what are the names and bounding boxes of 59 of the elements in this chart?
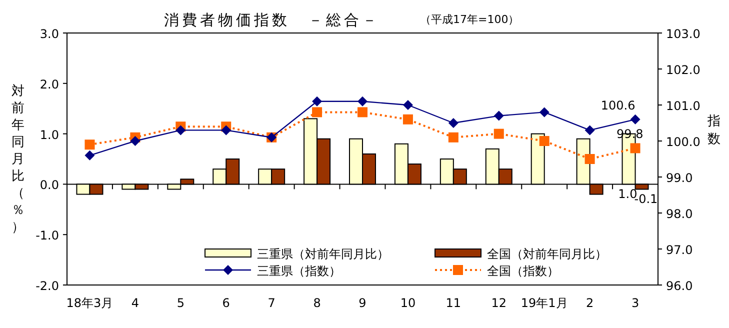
point — [584, 125, 595, 136]
point — [176, 125, 186, 136]
x-tick-label: 6 — [222, 296, 230, 310]
point — [630, 143, 640, 154]
y-tick-label: -2.0 — [36, 279, 59, 293]
point — [221, 125, 232, 136]
point — [448, 132, 458, 142]
point — [312, 96, 322, 106]
x-tick-label: 2 — [586, 296, 594, 310]
text: 対前年同月比（％） — [12, 84, 24, 235]
x-tick-label: 3 — [631, 296, 640, 310]
y-tick-label: 2.0 — [40, 77, 59, 92]
point — [358, 107, 368, 118]
x-tick-label: 9 — [358, 296, 366, 310]
point — [402, 100, 413, 110]
y2-tick-label: 103.0 — [666, 27, 700, 41]
y2-tick-label: 101.0 — [666, 99, 700, 113]
point — [358, 96, 368, 106]
point — [539, 136, 550, 146]
data-label: 1.0 — [618, 187, 638, 202]
legend-label: 全国（指数） — [487, 264, 559, 278]
point — [539, 107, 550, 118]
legend-label: 三重県（対前年同月比） — [257, 247, 389, 261]
y-tick-label: 1.0 — [40, 128, 59, 142]
x-tick-label: 12 — [491, 296, 507, 310]
chart-subtitle: （平成17年=100） — [420, 13, 520, 26]
point — [312, 107, 322, 118]
legend-label: 三重県（指数） — [257, 264, 341, 278]
y-tick-label: 3.0 — [40, 27, 59, 41]
point — [84, 150, 95, 160]
x-tick-label: 4 — [131, 296, 140, 310]
point — [130, 136, 140, 146]
data-label: 99.8 — [616, 127, 644, 142]
y2-axis-title: 指数 — [706, 114, 720, 147]
data-label: 100.6 — [600, 98, 636, 112]
legend-label: 全国（対前年同月比） — [487, 247, 607, 261]
point — [630, 114, 640, 124]
x-tick-label: 5 — [176, 296, 184, 310]
chart-title: 消費者物価指数 －総合－ — [164, 11, 380, 29]
y2-tick-label: 102.0 — [666, 63, 700, 77]
point — [402, 114, 413, 124]
y2-tick-label: 100.0 — [666, 135, 700, 149]
point — [494, 128, 504, 139]
x-tick-label: 10 — [400, 296, 416, 310]
y2-tick-label: 96.0 — [666, 279, 693, 293]
x-tick-label: 19年1月 — [520, 296, 568, 310]
point — [84, 140, 95, 150]
y-tick-label: -1.0 — [36, 228, 59, 243]
y-tick-label: 0.0 — [40, 178, 59, 192]
y2-tick-label: 98.0 — [666, 207, 693, 221]
x-tick-label: 8 — [313, 296, 321, 310]
x-tick-label: 11 — [446, 296, 462, 310]
y2-tick-label: 99.0 — [666, 171, 693, 185]
point — [448, 118, 458, 128]
y2-tick-label: 97.0 — [666, 243, 693, 257]
x-tick-label: 18年3月 — [66, 296, 114, 310]
point — [584, 154, 595, 164]
x-tick-label: 7 — [268, 296, 276, 310]
point — [494, 110, 504, 121]
